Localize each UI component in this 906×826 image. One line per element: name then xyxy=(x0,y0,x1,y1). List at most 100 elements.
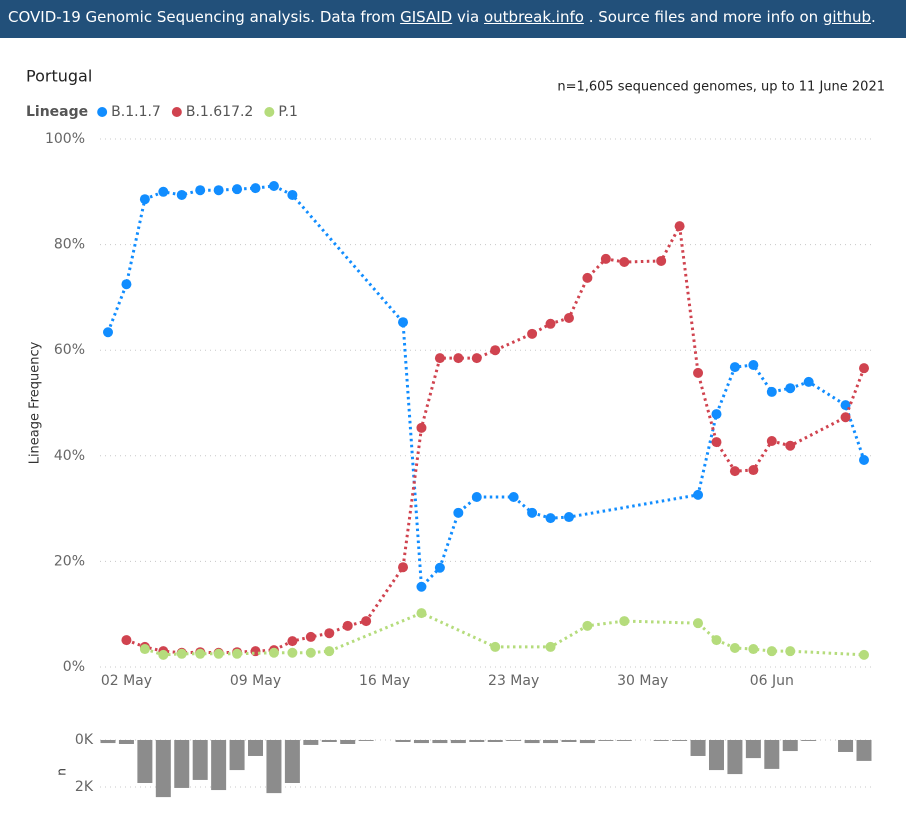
bar xyxy=(801,740,817,741)
data-point xyxy=(859,649,869,660)
header-text: . xyxy=(871,8,876,26)
x-tick-label: 02 May xyxy=(101,673,152,689)
header-link[interactable]: github xyxy=(822,8,872,26)
bar xyxy=(450,740,466,744)
data-point xyxy=(324,646,335,657)
data-point xyxy=(693,489,704,500)
data-point xyxy=(398,562,409,573)
data-point xyxy=(859,363,869,374)
bar xyxy=(284,740,300,784)
data-point xyxy=(176,189,187,200)
legend-title: Lineage xyxy=(26,104,88,120)
data-point xyxy=(232,184,243,195)
bar xyxy=(266,740,282,794)
x-tick-label: 09 May xyxy=(230,673,281,689)
data-point xyxy=(176,648,187,659)
bar xyxy=(838,740,854,752)
header-text: via xyxy=(452,8,484,26)
data-point xyxy=(287,189,298,200)
bar xyxy=(303,740,319,745)
y-tick-label: 20% xyxy=(54,553,85,569)
data-point xyxy=(453,353,464,364)
bar xyxy=(782,740,798,752)
data-point xyxy=(213,648,224,659)
legend-label: P.1 xyxy=(278,104,298,120)
bar xyxy=(229,740,245,771)
data-point xyxy=(748,644,759,655)
chart-subtitle: n=1,605 sequenced genomes, up to 11 June… xyxy=(557,80,885,95)
data-point xyxy=(729,642,740,653)
data-point xyxy=(582,272,593,283)
bar xyxy=(358,740,374,741)
data-point xyxy=(656,255,667,266)
data-point xyxy=(600,253,611,264)
data-point xyxy=(785,646,796,657)
series-line xyxy=(125,221,866,655)
x-tick-label: 06 Jun xyxy=(750,673,794,689)
data-point xyxy=(766,436,777,447)
data-point xyxy=(195,185,206,196)
x-tick-label: 23 May xyxy=(488,673,539,689)
data-point xyxy=(287,647,298,658)
data-point xyxy=(121,279,132,290)
legend-marker xyxy=(97,107,108,117)
series-line xyxy=(106,184,866,591)
bar xyxy=(137,740,153,784)
data-point xyxy=(527,328,538,339)
bar xyxy=(672,740,688,741)
data-point xyxy=(158,649,169,660)
header-text: COVID-19 Genomic Sequencing analysis. Da… xyxy=(8,8,401,26)
data-point xyxy=(766,386,777,397)
data-point xyxy=(711,437,722,448)
data-point xyxy=(268,180,279,191)
data-point xyxy=(490,641,501,652)
legend-label: B.1.617.2 xyxy=(186,104,254,120)
data-point xyxy=(195,648,206,659)
header-link[interactable]: GISAID xyxy=(400,8,453,26)
bar xyxy=(745,740,761,759)
data-point xyxy=(545,318,556,329)
legend-marker xyxy=(264,107,275,117)
data-point xyxy=(471,491,482,502)
data-point xyxy=(471,353,482,364)
bar xyxy=(653,740,669,741)
bar xyxy=(155,740,171,798)
data-point xyxy=(693,618,704,629)
bar xyxy=(561,740,577,742)
data-point xyxy=(324,628,335,639)
chart: Portugal n=1,605 sequenced genomes, up to… xyxy=(26,67,885,798)
header-link[interactable]: outbreak.info xyxy=(483,8,584,26)
bar xyxy=(708,740,724,771)
data-point xyxy=(785,440,796,451)
data-point xyxy=(766,646,777,657)
bar xyxy=(118,740,134,744)
data-point xyxy=(361,616,372,627)
y-axis-label: n xyxy=(55,768,69,776)
header-bar: COVID-19 Genomic Sequencing analysis. Da… xyxy=(0,0,906,38)
bar xyxy=(211,740,227,791)
data-point xyxy=(490,345,501,356)
data-point xyxy=(785,383,796,394)
data-point xyxy=(305,647,316,658)
bar xyxy=(100,740,116,744)
data-point xyxy=(748,465,759,476)
bar xyxy=(616,740,632,741)
bar xyxy=(506,740,522,741)
bar xyxy=(598,740,614,741)
y-tick-label: 2K xyxy=(75,779,94,795)
bar xyxy=(395,740,411,742)
data-point xyxy=(139,194,150,205)
data-point xyxy=(434,353,445,364)
bar xyxy=(321,740,337,742)
bar xyxy=(856,740,872,761)
data-point xyxy=(527,507,538,518)
bar xyxy=(764,740,780,769)
y-tick-label: 40% xyxy=(54,448,85,464)
data-point xyxy=(398,317,409,328)
data-point xyxy=(619,616,630,627)
data-point xyxy=(545,641,556,652)
bar xyxy=(192,740,208,780)
data-point xyxy=(305,631,316,642)
data-point xyxy=(268,647,279,658)
